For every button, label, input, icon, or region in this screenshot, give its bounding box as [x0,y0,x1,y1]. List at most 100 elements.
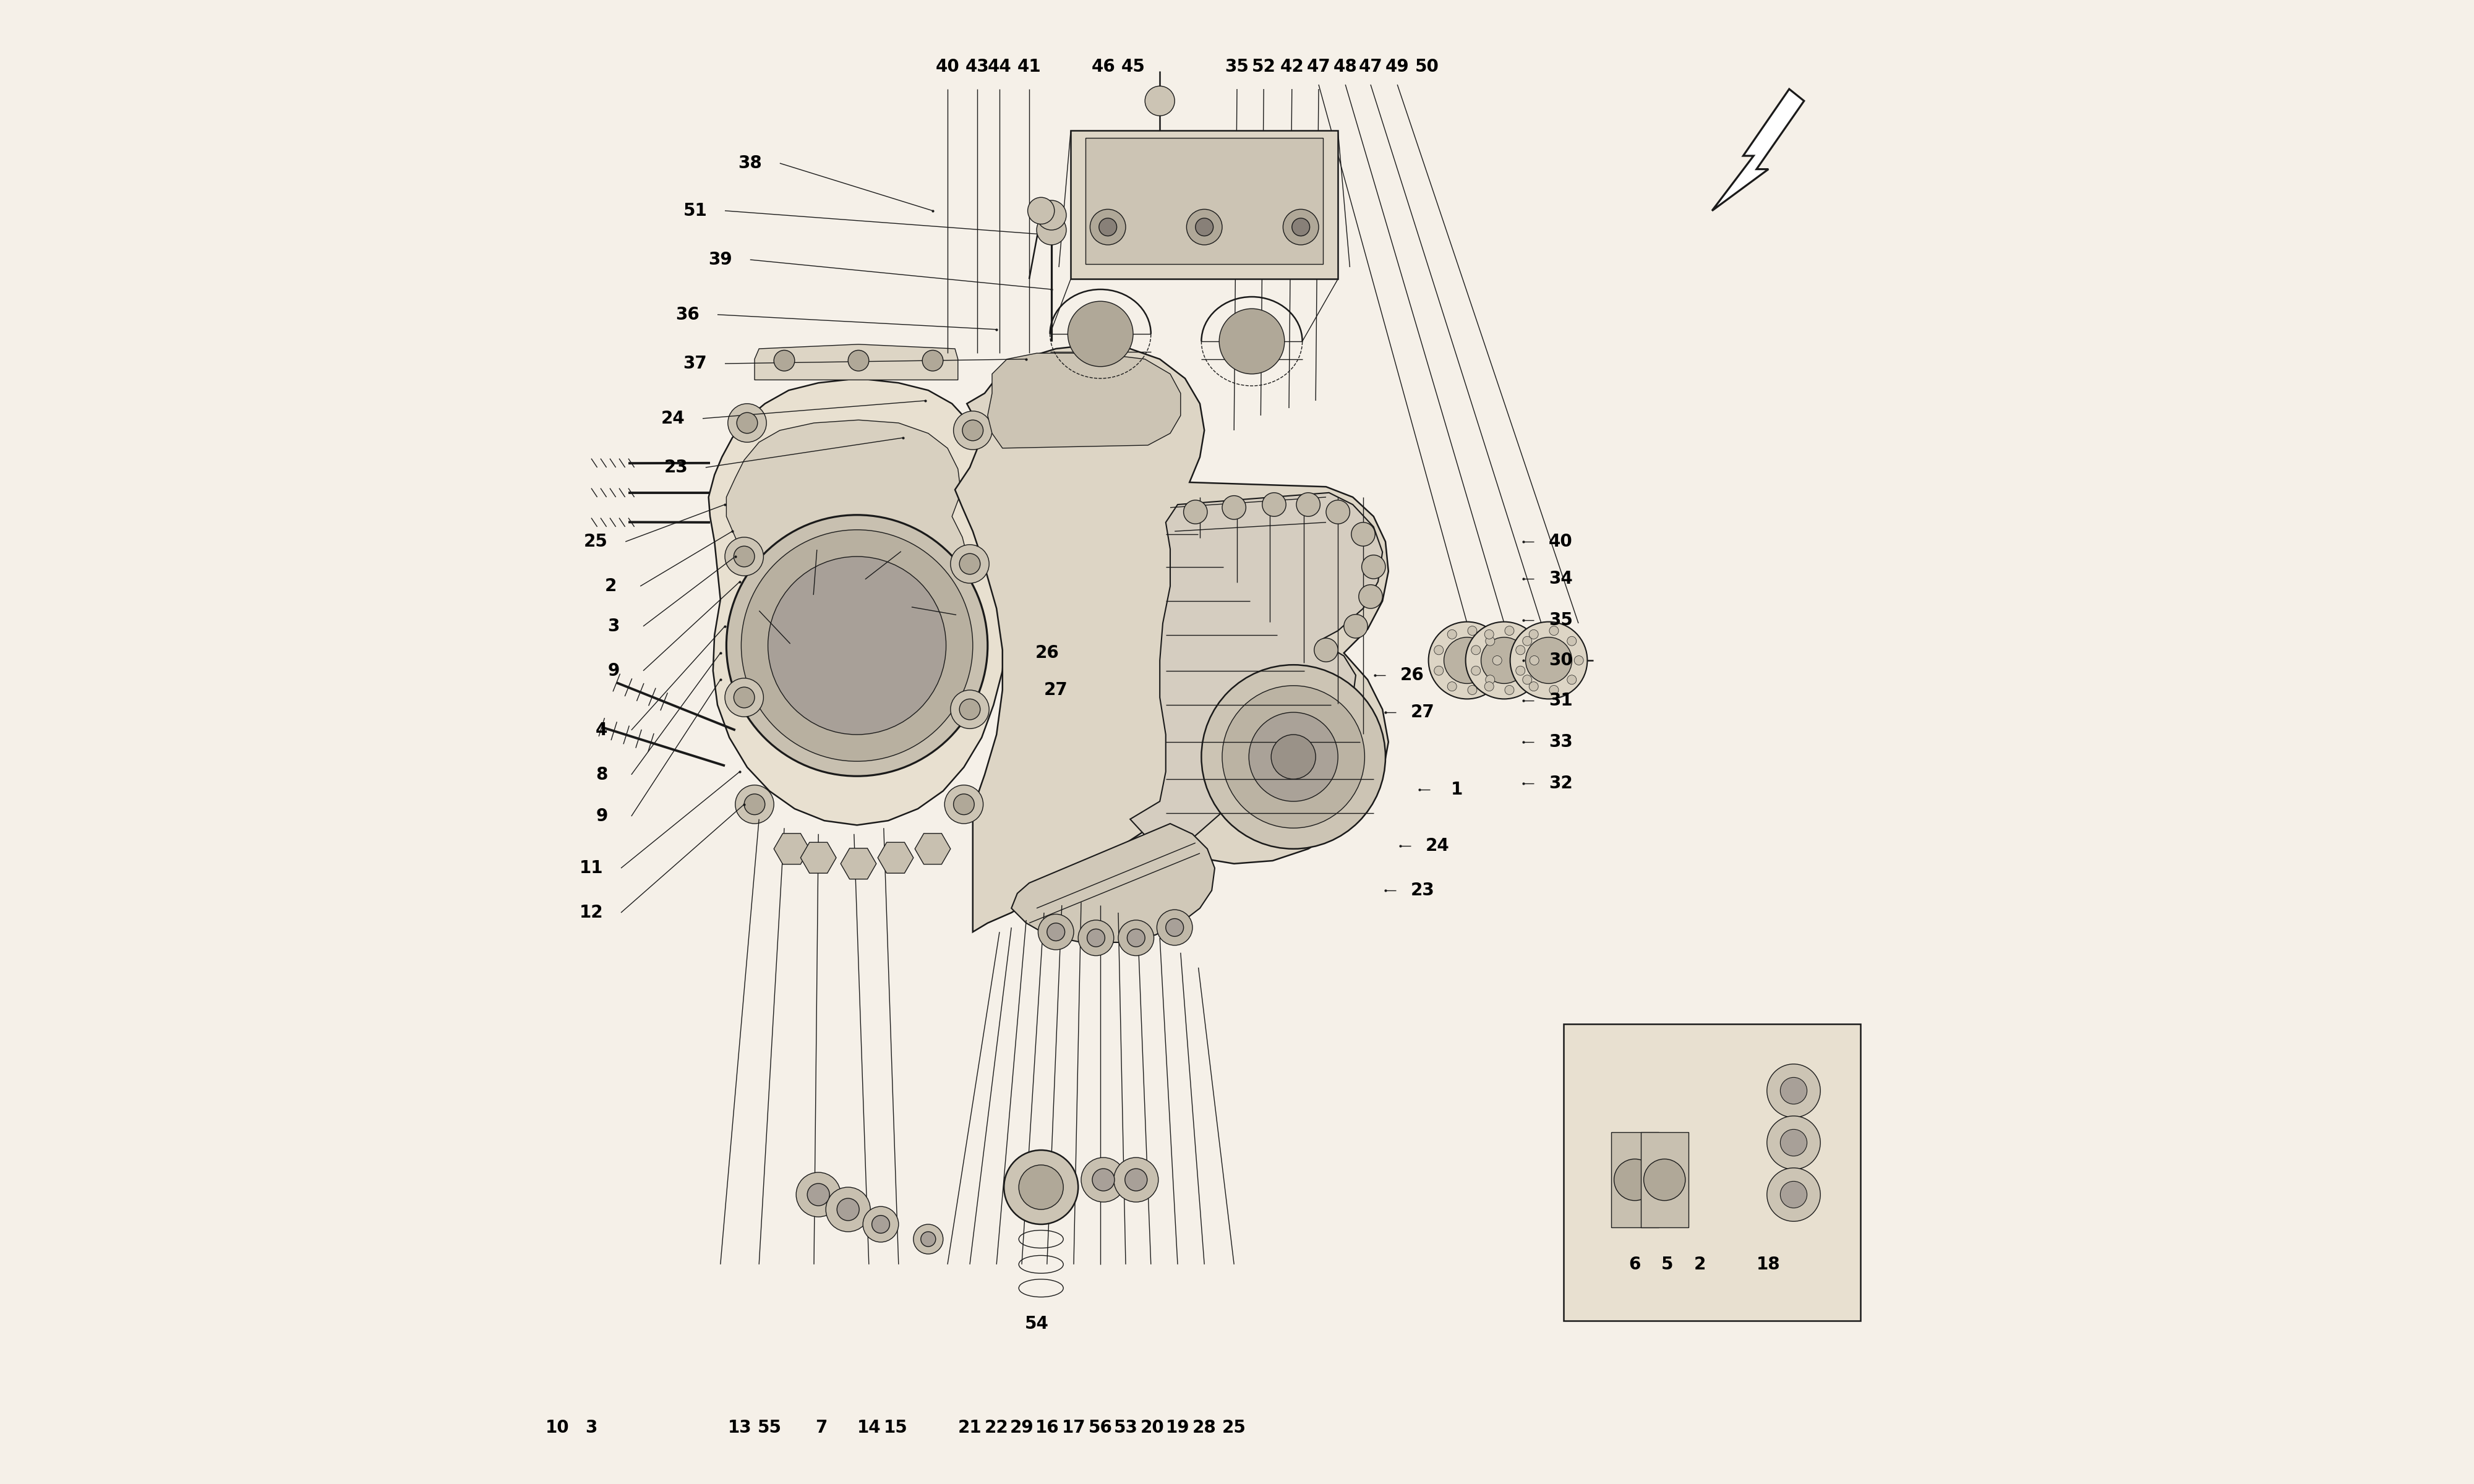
Circle shape [1069,301,1133,367]
Circle shape [1484,629,1494,640]
Text: 43: 43 [965,58,990,76]
Text: 55: 55 [757,1419,782,1437]
Circle shape [962,420,982,441]
Circle shape [871,1215,891,1233]
Circle shape [1091,209,1126,245]
Circle shape [1509,622,1588,699]
Circle shape [836,1199,858,1220]
Circle shape [1435,666,1442,675]
Text: 16: 16 [1034,1419,1059,1437]
Text: 27: 27 [1044,681,1069,699]
Circle shape [863,1206,898,1242]
Circle shape [727,515,987,776]
Circle shape [767,556,945,735]
Bar [1611,1132,1658,1227]
Circle shape [1314,638,1338,662]
Circle shape [1549,686,1559,695]
Text: 20: 20 [1141,1419,1165,1437]
Circle shape [1343,614,1368,638]
Circle shape [913,1224,943,1254]
Text: 9: 9 [609,662,618,680]
Text: 26: 26 [1034,644,1059,662]
Polygon shape [841,849,876,879]
Circle shape [923,350,943,371]
Circle shape [1643,1159,1685,1201]
Circle shape [1145,86,1175,116]
Circle shape [1522,675,1531,684]
Circle shape [1039,914,1074,950]
Circle shape [1781,1077,1806,1104]
Text: 19: 19 [1165,1419,1190,1437]
Circle shape [1482,637,1526,684]
Circle shape [1492,656,1502,665]
Circle shape [1165,919,1183,936]
Circle shape [1467,626,1477,635]
Circle shape [1447,629,1457,640]
Text: 24: 24 [661,410,685,427]
Circle shape [735,785,774,824]
Circle shape [1766,1116,1821,1169]
Circle shape [1613,1159,1655,1201]
Text: 17: 17 [1061,1419,1086,1437]
Text: 45: 45 [1121,58,1145,76]
Text: 3: 3 [586,1419,596,1437]
Text: 23: 23 [663,459,688,476]
Circle shape [952,411,992,450]
Circle shape [1249,712,1338,801]
Circle shape [1351,522,1376,546]
Polygon shape [755,344,957,380]
Circle shape [735,546,755,567]
Circle shape [1504,686,1514,695]
Text: 54: 54 [1024,1315,1049,1333]
Text: 23: 23 [1410,881,1435,899]
Circle shape [950,690,990,729]
Text: 24: 24 [1425,837,1450,855]
Circle shape [1027,197,1054,224]
Text: 11: 11 [579,859,604,877]
Circle shape [1781,1181,1806,1208]
Circle shape [1361,555,1385,579]
Polygon shape [1131,493,1383,858]
Text: 7: 7 [816,1419,826,1437]
Circle shape [1435,646,1442,654]
Polygon shape [727,420,975,770]
Circle shape [1517,666,1524,675]
Circle shape [1284,209,1319,245]
Polygon shape [915,834,950,864]
Circle shape [1529,681,1539,692]
Text: 49: 49 [1385,58,1410,76]
Circle shape [735,687,755,708]
Text: 33: 33 [1549,733,1573,751]
Polygon shape [1012,824,1215,942]
Circle shape [1549,626,1559,635]
Circle shape [1326,500,1351,524]
Text: 47: 47 [1306,58,1331,76]
Circle shape [1183,500,1207,524]
Circle shape [1566,675,1576,684]
Text: 8: 8 [596,766,609,784]
Text: 25: 25 [584,533,609,551]
Circle shape [1094,1169,1113,1190]
Polygon shape [774,834,809,864]
Circle shape [1517,646,1524,654]
Text: 25: 25 [1222,1419,1247,1437]
Text: 4: 4 [596,721,609,739]
Text: 29: 29 [1009,1419,1034,1437]
Circle shape [1781,1129,1806,1156]
Circle shape [1467,686,1477,695]
Circle shape [807,1184,829,1205]
Text: 6: 6 [1628,1255,1640,1273]
Circle shape [826,1187,871,1232]
Circle shape [1766,1168,1821,1221]
Circle shape [1019,1165,1064,1209]
Circle shape [1445,637,1489,684]
Polygon shape [987,353,1180,448]
Circle shape [1195,218,1212,236]
Circle shape [1484,681,1494,692]
Text: 30: 30 [1549,651,1573,669]
Text: 42: 42 [1279,58,1304,76]
Text: 2: 2 [1695,1255,1707,1273]
Text: 13: 13 [727,1419,752,1437]
Circle shape [797,1172,841,1217]
Bar [1640,1132,1687,1227]
